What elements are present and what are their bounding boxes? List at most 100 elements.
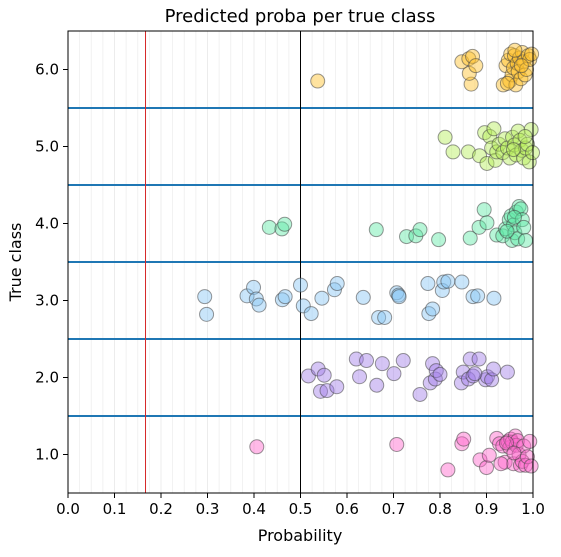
scatter-point-class-3 [251, 297, 267, 313]
x-axis-ticks: 0.0 0.1 0.2 0.3 0.4 0.5 0.6 0.7 0.8 0.9 1.0 [56, 493, 545, 518]
scatter-point-class-1 [249, 439, 265, 455]
scatter-point-class-6 [524, 46, 540, 62]
scatter-point-class-6 [499, 75, 515, 91]
scatter-point-class-6 [517, 67, 533, 83]
scatter-point-class-3 [436, 274, 452, 290]
y-tick-label: 5.0 [35, 138, 59, 156]
scatter-point-class-3 [440, 273, 456, 289]
x-tick-label: 0.2 [149, 500, 173, 518]
y-tick-label: 3.0 [35, 292, 59, 310]
x-tick-label: 0.4 [242, 500, 266, 518]
scatter-point-class-3 [425, 301, 441, 317]
scatter-point-class-2 [499, 364, 515, 380]
scatter-point-class-3 [470, 288, 486, 304]
scatter-point-class-2 [319, 383, 335, 399]
scatter-point-class-4 [412, 222, 428, 238]
scatter-point-class-4 [506, 209, 522, 225]
scatter-point-class-1 [440, 462, 456, 478]
x-tick-label: 0.9 [475, 500, 499, 518]
scatter-point-class-3 [246, 279, 262, 295]
scatter-point-class-3 [295, 298, 311, 314]
scatter-point-class-2 [412, 386, 428, 402]
scatter-point-class-4 [431, 232, 447, 248]
scatter-point-class-3 [391, 289, 407, 305]
scatter-point-class-3 [377, 309, 393, 325]
y-axis-label: True class [6, 223, 25, 303]
scatter-point-class-4 [499, 223, 515, 239]
scatter-point-class-2 [462, 351, 478, 367]
scatter-point-class-4 [504, 232, 520, 248]
scatter-point-class-5 [491, 136, 507, 152]
scatter-point-class-6 [468, 58, 484, 74]
x-tick-label: 0.6 [335, 500, 359, 518]
scatter-point-class-1 [506, 445, 522, 461]
x-tick-label: 0.8 [428, 500, 452, 518]
scatter-point-class-6 [507, 42, 523, 58]
x-tick-label: 0.1 [103, 500, 127, 518]
scatter-point-class-3 [197, 289, 213, 305]
x-axis-label: Probability [258, 526, 343, 545]
scatter-point-class-4 [462, 230, 478, 246]
scatter-point-class-5 [517, 128, 533, 144]
scatter-point-class-2 [395, 353, 411, 369]
scatter-point-class-1 [519, 449, 535, 465]
chart-title: Predicted proba per true class [165, 6, 436, 27]
scatter-point-class-3 [355, 289, 371, 305]
scatter-point-class-5 [505, 142, 521, 158]
scatter-point-class-6 [310, 73, 326, 89]
scatter-point-class-4 [274, 221, 290, 237]
scatter-point-class-6 [465, 48, 481, 64]
scatter-point-class-5 [479, 155, 495, 171]
scatter-point-class-2 [432, 366, 448, 382]
scatter-point-class-3 [199, 306, 215, 322]
scatter-point-class-3 [277, 289, 293, 305]
y-tick-label: 1.0 [35, 446, 59, 464]
scatter-point-class-2 [471, 351, 487, 367]
y-tick-label: 4.0 [35, 215, 59, 233]
scatter-point-class-1 [456, 431, 472, 447]
scatter-point-class-2 [467, 366, 483, 382]
scatter-point-class-4 [471, 219, 487, 235]
scatter-point-class-2 [374, 356, 390, 372]
y-axis-ticks: 1.0 2.0 3.0 4.0 5.0 6.0 [35, 61, 68, 464]
scatter-point-class-1 [493, 456, 509, 472]
scatter-point-class-1 [481, 447, 497, 463]
scatter-point-class-2 [359, 353, 375, 369]
scatter-point-class-4 [518, 232, 534, 248]
scatter-point-class-6 [513, 58, 529, 74]
scatter-point-class-5 [477, 125, 493, 141]
scatter-point-class-3 [314, 290, 330, 306]
scatter-point-class-5 [437, 129, 453, 145]
scatter-point-class-2 [485, 361, 501, 377]
scatter-point-class-3 [486, 290, 502, 306]
y-tick-label: 2.0 [35, 369, 59, 387]
scatter-point-class-4 [277, 216, 293, 232]
scatter-point-class-1 [523, 458, 539, 474]
scatter-point-class-2 [316, 367, 332, 383]
scatter-point-class-1 [479, 460, 494, 476]
scatter-point-class-5 [484, 140, 500, 156]
y-tick-label: 6.0 [35, 61, 59, 79]
scatter-point-class-1 [389, 436, 405, 452]
x-tick-label: 0.3 [196, 500, 220, 518]
scatter-point-class-4 [479, 215, 495, 231]
scatter-point-class-4 [498, 221, 514, 237]
scatter-point-class-4 [261, 219, 277, 235]
scatter-point-class-1 [498, 435, 514, 451]
scatter-point-class-2 [422, 375, 438, 391]
scatter-point-class-3 [329, 276, 345, 292]
scatter-point-class-2 [352, 369, 368, 385]
scatter-point-class-5 [460, 144, 476, 160]
scatter-point-class-1 [522, 433, 538, 449]
scatter-point-class-3 [293, 277, 308, 293]
scatter-point-class-2 [310, 361, 326, 377]
scatter-point-class-4 [368, 222, 384, 238]
scatter-point-class-2 [369, 377, 385, 393]
scatter-point-class-3 [420, 276, 436, 292]
scatter-point-class-2 [425, 356, 441, 372]
x-tick-label: 1.0 [521, 500, 545, 518]
scatter-point-class-3 [303, 306, 319, 322]
scatter-point-class-3 [465, 289, 481, 305]
scatter-point-class-4 [476, 202, 492, 218]
